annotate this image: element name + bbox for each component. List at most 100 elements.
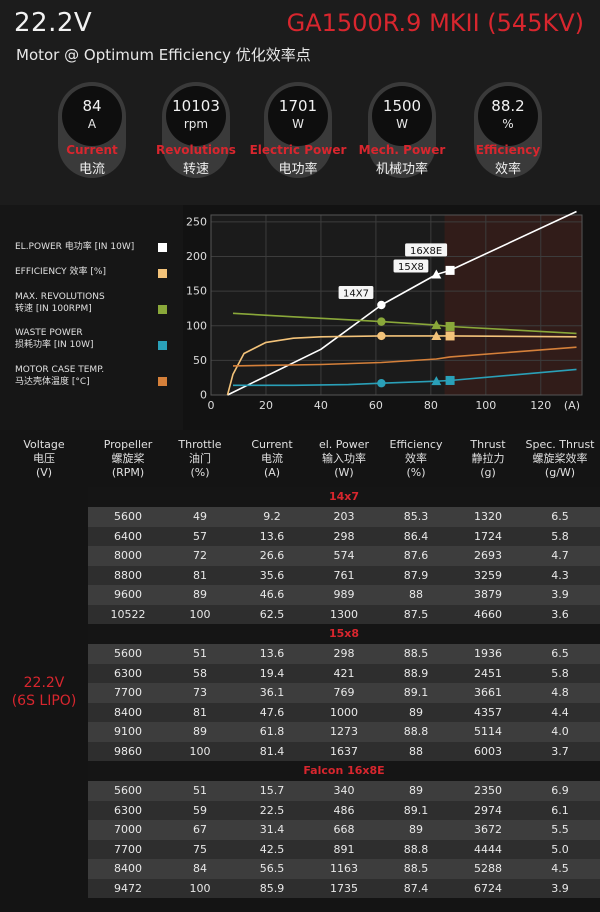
cell-el-power: 574 (333, 549, 355, 562)
cell-throttle: 58 (193, 666, 207, 680)
legend-swatch-efficiency (158, 269, 167, 278)
cell-spec-thrust: 3.9 (551, 881, 569, 895)
marker-point (377, 331, 386, 341)
cell-spec-thrust: 3.7 (551, 744, 569, 758)
metric-label-en: Electric Power (249, 143, 347, 157)
cell-thrust: 5288 (474, 862, 502, 875)
chart-legend: EL.POWER 电功率 [IN 10W] EFFICIENCY 效率 [%] … (0, 205, 183, 430)
cell-spec-thrust: 4.3 (551, 568, 569, 582)
table-body: 14x7 5600 49 9.2 203 85.3 1320 6.5 6400 57 13.6 298… (88, 487, 600, 898)
cell-propeller: 9600 (114, 588, 142, 601)
cell-thrust: 4660 (474, 607, 502, 621)
cell-current: 42.5 (259, 842, 285, 856)
metric-circle (268, 86, 328, 146)
cell-el-power: 1273 (330, 725, 358, 738)
cell-propeller: 9100 (114, 725, 142, 738)
cell-thrust: 5114 (474, 725, 502, 738)
cell-current: 35.6 (259, 568, 285, 582)
cell-throttle: 84 (193, 862, 207, 875)
cell-current: 46.6 (259, 588, 285, 601)
legend-label: MAX. REVOLUTIONS 转速 [IN 100RPM] (15, 292, 105, 314)
col-header-el-power: el. Power 输入功率 (W) (318, 438, 370, 479)
cell-propeller: 10522 (110, 607, 146, 621)
col-header-efficiency: Efficiency 效率 (%) (389, 438, 443, 479)
table-row: 6400 57 13.6 298 86.4 1724 5.8 (88, 526, 600, 546)
cell-propeller: 7700 (114, 686, 142, 699)
cell-thrust: 3879 (474, 588, 502, 601)
cell-throttle: 89 (193, 725, 207, 738)
cell-current: 36.1 (259, 686, 285, 699)
cell-thrust: 2350 (474, 784, 502, 797)
y-tick-label: 0 (200, 389, 207, 402)
cell-spec-thrust: 6.1 (551, 803, 569, 817)
cell-thrust: 2451 (474, 666, 502, 680)
x-unit-label: (A) (564, 399, 580, 412)
metric-unit: W (396, 117, 408, 131)
cell-el-power: 1000 (330, 705, 358, 719)
legend-label: WASTE POWER 损耗功率 [IN 10W] (15, 328, 94, 350)
cell-el-power: 298 (333, 529, 355, 543)
cell-throttle: 49 (193, 510, 207, 523)
legend-swatch-case-temp (158, 377, 167, 386)
metric-circle (372, 86, 432, 146)
cell-propeller: 8400 (114, 862, 142, 875)
marker-label: 15X8 (398, 262, 424, 273)
cell-throttle: 51 (193, 784, 207, 797)
legend-swatch-waste-power (158, 341, 167, 350)
cell-propeller: 5600 (114, 647, 142, 660)
cell-spec-thrust: 4.5 (551, 862, 569, 875)
cell-propeller: 6300 (114, 803, 142, 817)
cell-throttle: 100 (189, 607, 211, 621)
table-row: 5600 51 13.6 298 88.5 1936 6.5 (88, 644, 600, 664)
cell-spec-thrust: 4.8 (551, 686, 569, 699)
cell-current: 13.6 (259, 647, 285, 660)
cell-el-power: 203 (333, 510, 355, 523)
cell-spec-thrust: 6.9 (551, 784, 569, 797)
x-tick-label: 0 (208, 399, 215, 412)
cell-el-power: 668 (333, 823, 355, 836)
y-tick-label: 50 (193, 354, 207, 367)
col-header-spec-thrust: Spec. Thrust 螺旋桨效率 (g/W) (525, 438, 595, 479)
cell-propeller: 6300 (114, 666, 142, 680)
cell-current: 15.7 (259, 784, 285, 797)
y-tick-label: 150 (186, 285, 207, 298)
table-row: 7700 75 42.5 891 88.8 4444 5.0 (88, 839, 600, 859)
x-tick-label: 120 (530, 399, 551, 412)
chart-section: EL.POWER 电功率 [IN 10W] EFFICIENCY 效率 [%] … (0, 205, 600, 430)
cell-propeller: 9472 (114, 881, 142, 895)
cell-efficiency: 87.4 (403, 881, 429, 895)
cell-efficiency: 88 (409, 744, 423, 758)
cell-thrust: 1724 (474, 529, 502, 543)
table-row: 7000 67 31.4 668 89 3672 5.5 (88, 820, 600, 840)
cell-propeller: 7000 (114, 823, 142, 836)
legend-swatch-el-power (158, 243, 167, 252)
table-row: 6300 58 19.4 421 88.9 2451 5.8 (88, 663, 600, 683)
cell-throttle: 81 (193, 568, 207, 582)
marker-point (445, 375, 455, 385)
cell-el-power: 761 (333, 568, 355, 582)
metric-current: 84 A Current 电流 (58, 82, 126, 178)
cell-throttle: 73 (193, 686, 207, 699)
cell-current: 85.9 (259, 881, 285, 895)
cell-efficiency: 87.5 (403, 607, 429, 621)
cell-throttle: 89 (193, 588, 207, 601)
cell-spec-thrust: 4.0 (551, 725, 569, 738)
cell-propeller: 8800 (114, 568, 142, 582)
cell-efficiency: 85.3 (403, 510, 429, 523)
cell-efficiency: 89.1 (403, 686, 429, 699)
cell-el-power: 1163 (330, 862, 358, 875)
metric-circle (478, 86, 538, 146)
metric-label-en: Revolutions (156, 143, 236, 157)
marker-point (431, 330, 442, 340)
cell-spec-thrust: 3.9 (551, 588, 569, 601)
group-header: Falcon 16x8E (88, 761, 600, 781)
subtitle: Motor @ Optimum Efficiency 优化效率点 (16, 46, 311, 64)
cell-efficiency: 88.5 (403, 862, 429, 875)
group-header: 14x7 (88, 487, 600, 507)
cell-current: 19.4 (259, 666, 285, 680)
cell-efficiency: 87.6 (403, 549, 429, 562)
cell-current: 62.5 (259, 607, 285, 621)
cell-current: 22.5 (259, 803, 285, 817)
voltage-cell: 22.2V (6S LIPO) (11, 675, 77, 709)
marker-point (431, 376, 442, 386)
